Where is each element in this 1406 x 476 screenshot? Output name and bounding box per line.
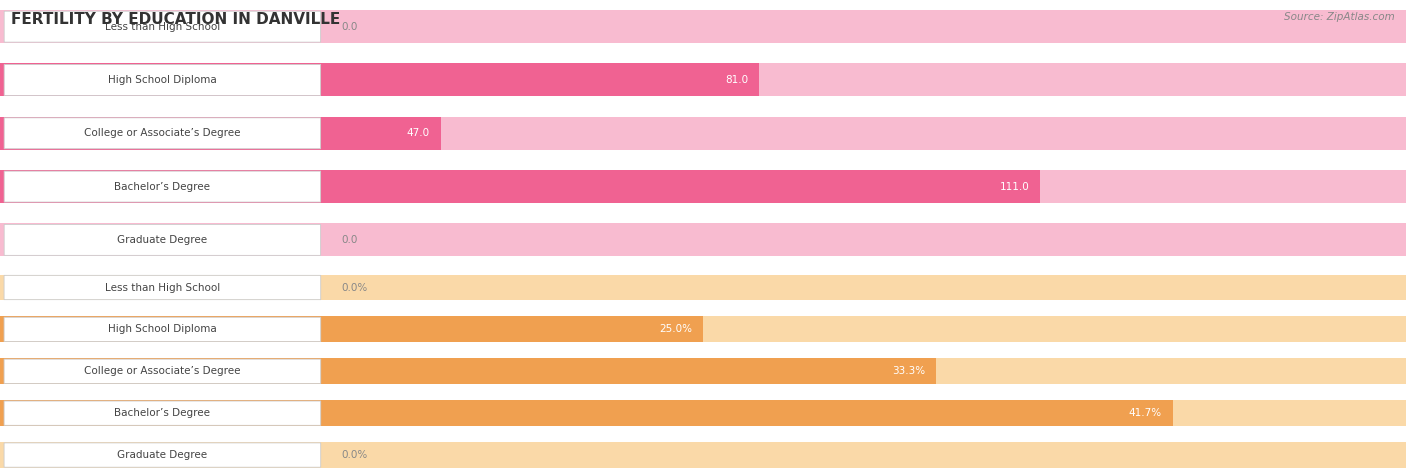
Bar <box>0 63 759 97</box>
Text: FERTILITY BY EDUCATION IN DANVILLE: FERTILITY BY EDUCATION IN DANVILLE <box>11 12 340 27</box>
Bar <box>0 53 1406 107</box>
FancyBboxPatch shape <box>4 359 321 384</box>
Bar <box>0 117 1406 150</box>
Bar <box>0 434 1406 476</box>
FancyBboxPatch shape <box>4 118 321 149</box>
Text: 0.0: 0.0 <box>342 21 359 32</box>
FancyBboxPatch shape <box>4 317 321 342</box>
Bar <box>0 160 1406 213</box>
Text: 33.3%: 33.3% <box>891 366 925 377</box>
Text: Graduate Degree: Graduate Degree <box>117 450 208 460</box>
Text: 0.0: 0.0 <box>342 235 359 245</box>
Text: 111.0: 111.0 <box>1000 181 1029 192</box>
Text: 0.0%: 0.0% <box>342 450 368 460</box>
Bar <box>0 358 936 384</box>
Text: High School Diploma: High School Diploma <box>108 75 217 85</box>
Text: Bachelor’s Degree: Bachelor’s Degree <box>114 408 211 418</box>
Bar <box>0 63 1406 97</box>
Text: College or Associate’s Degree: College or Associate’s Degree <box>84 366 240 377</box>
FancyBboxPatch shape <box>4 11 321 42</box>
Bar <box>0 213 1406 267</box>
Text: 47.0: 47.0 <box>406 128 429 139</box>
Bar <box>0 10 1406 43</box>
Text: 25.0%: 25.0% <box>659 324 692 335</box>
Bar <box>0 117 440 150</box>
Text: Graduate Degree: Graduate Degree <box>117 235 208 245</box>
Bar <box>0 442 1406 468</box>
FancyBboxPatch shape <box>4 275 321 300</box>
Bar <box>0 350 1406 392</box>
FancyBboxPatch shape <box>4 224 321 256</box>
Text: 81.0: 81.0 <box>725 75 748 85</box>
Bar <box>0 308 1406 350</box>
Text: Less than High School: Less than High School <box>105 282 219 293</box>
Bar <box>0 170 1406 203</box>
Bar <box>0 317 703 342</box>
Text: Source: ZipAtlas.com: Source: ZipAtlas.com <box>1284 12 1395 22</box>
Bar <box>0 400 1173 426</box>
Text: Less than High School: Less than High School <box>105 21 219 32</box>
Text: Bachelor’s Degree: Bachelor’s Degree <box>114 181 211 192</box>
Text: 0.0%: 0.0% <box>342 282 368 293</box>
FancyBboxPatch shape <box>4 64 321 96</box>
FancyBboxPatch shape <box>4 443 321 467</box>
Bar <box>0 392 1406 434</box>
Bar <box>0 317 1406 342</box>
Bar <box>0 358 1406 384</box>
Bar <box>0 400 1406 426</box>
Bar <box>0 170 1040 203</box>
Bar <box>0 223 1406 257</box>
Bar <box>0 0 1406 53</box>
Bar <box>0 107 1406 160</box>
Text: High School Diploma: High School Diploma <box>108 324 217 335</box>
Text: College or Associate’s Degree: College or Associate’s Degree <box>84 128 240 139</box>
Text: 41.7%: 41.7% <box>1128 408 1161 418</box>
FancyBboxPatch shape <box>4 401 321 426</box>
FancyBboxPatch shape <box>4 171 321 202</box>
Bar <box>0 275 1406 300</box>
Bar <box>0 267 1406 308</box>
